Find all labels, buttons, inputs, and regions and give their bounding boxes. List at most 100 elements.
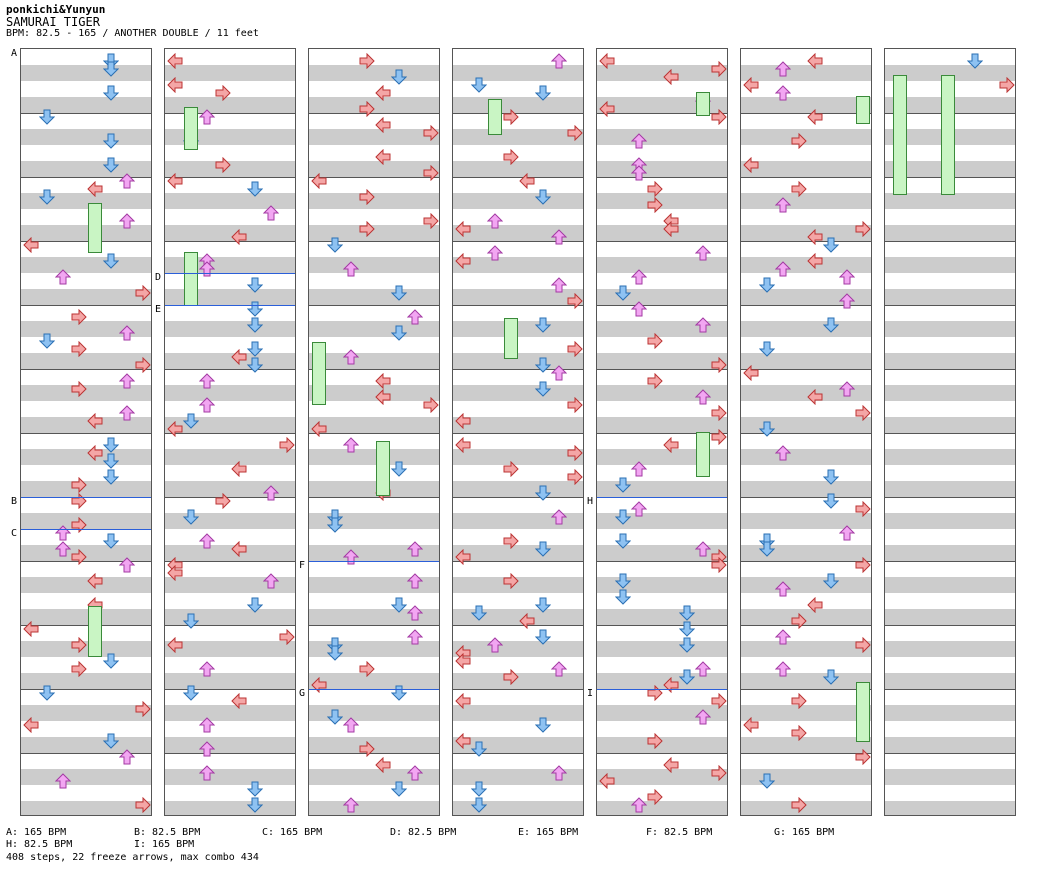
- measure-line: [453, 625, 583, 626]
- down-arrow-icon: [326, 709, 344, 725]
- right-arrow-icon: [359, 52, 375, 70]
- left-arrow-icon: [807, 228, 823, 246]
- up-arrow-icon: [406, 309, 424, 325]
- left-arrow-icon: [231, 692, 247, 710]
- down-arrow-icon: [534, 381, 552, 397]
- left-arrow-icon: [455, 652, 471, 670]
- left-arrow-icon: [743, 364, 759, 382]
- up-arrow-icon: [406, 605, 424, 621]
- bpm-change-line: [597, 689, 727, 690]
- left-arrow-icon: [455, 412, 471, 430]
- measure-line: [21, 177, 151, 178]
- down-arrow-icon: [534, 629, 552, 645]
- down-arrow-icon: [102, 61, 120, 77]
- measure-line: [453, 689, 583, 690]
- down-arrow-icon: [758, 421, 776, 437]
- chart-column-2: [164, 48, 296, 816]
- up-arrow-icon: [198, 261, 216, 277]
- left-arrow-icon: [23, 236, 39, 254]
- right-arrow-icon: [791, 692, 807, 710]
- down-arrow-icon: [246, 301, 264, 317]
- left-arrow-icon: [599, 100, 615, 118]
- up-arrow-icon: [838, 525, 856, 541]
- up-arrow-icon: [262, 573, 280, 589]
- legend-a: A: 165 BPM: [6, 827, 67, 838]
- down-arrow-icon: [966, 53, 984, 69]
- up-arrow-icon: [198, 533, 216, 549]
- right-arrow-icon: [855, 404, 871, 422]
- chart-column-6: [740, 48, 872, 816]
- up-arrow-icon: [550, 765, 568, 781]
- left-arrow-icon: [743, 716, 759, 734]
- right-arrow-icon: [711, 356, 727, 374]
- up-arrow-icon: [630, 301, 648, 317]
- down-arrow-icon: [678, 621, 696, 637]
- measure-line: [741, 625, 871, 626]
- left-arrow-icon: [807, 108, 823, 126]
- measure-line: [309, 113, 439, 114]
- down-arrow-icon: [534, 85, 552, 101]
- up-arrow-icon: [406, 541, 424, 557]
- measure-line: [741, 433, 871, 434]
- left-arrow-icon: [663, 676, 679, 694]
- up-arrow-icon: [550, 53, 568, 69]
- right-arrow-icon: [855, 636, 871, 654]
- right-arrow-icon: [791, 724, 807, 742]
- right-arrow-icon: [359, 660, 375, 678]
- bpm-change-line: [21, 529, 151, 530]
- bpm-marker-f: F: [299, 560, 306, 571]
- up-arrow-icon: [486, 637, 504, 653]
- left-arrow-icon: [663, 220, 679, 238]
- right-arrow-icon: [71, 548, 87, 566]
- up-arrow-icon: [198, 661, 216, 677]
- measure-line: [21, 369, 151, 370]
- legend-h: H: 82.5 BPM: [6, 839, 73, 850]
- down-arrow-icon: [246, 181, 264, 197]
- up-arrow-icon: [198, 717, 216, 733]
- down-arrow-icon: [822, 669, 840, 685]
- down-arrow-icon: [390, 597, 408, 613]
- left-arrow-icon: [87, 412, 103, 430]
- bpm-change-line: [309, 561, 439, 562]
- down-arrow-icon: [470, 797, 488, 813]
- down-arrow-icon: [758, 277, 776, 293]
- freeze-arrow: [184, 252, 198, 306]
- down-arrow-icon: [102, 653, 120, 669]
- measure-line: [165, 241, 295, 242]
- down-arrow-icon: [102, 157, 120, 173]
- up-arrow-icon: [838, 381, 856, 397]
- measure-line: [597, 433, 727, 434]
- down-arrow-icon: [758, 773, 776, 789]
- up-arrow-icon: [630, 133, 648, 149]
- measure-line: [597, 241, 727, 242]
- right-arrow-icon: [503, 108, 519, 126]
- right-arrow-icon: [855, 556, 871, 574]
- step-stats: 408 steps, 22 freeze arrows, max combo 4…: [6, 852, 259, 863]
- up-arrow-icon: [774, 661, 792, 677]
- measure-line: [597, 625, 727, 626]
- bpm-marker-i: I: [587, 688, 594, 699]
- up-arrow-icon: [342, 549, 360, 565]
- measure-line: [21, 625, 151, 626]
- down-arrow-icon: [758, 341, 776, 357]
- bpm-change-line: [309, 689, 439, 690]
- right-arrow-icon: [711, 428, 727, 446]
- down-arrow-icon: [534, 717, 552, 733]
- up-arrow-icon: [550, 661, 568, 677]
- up-arrow-icon: [342, 437, 360, 453]
- up-arrow-icon: [342, 797, 360, 813]
- up-arrow-icon: [198, 765, 216, 781]
- left-arrow-icon: [455, 252, 471, 270]
- left-arrow-icon: [231, 460, 247, 478]
- down-arrow-icon: [246, 781, 264, 797]
- down-arrow-icon: [182, 613, 200, 629]
- right-arrow-icon: [71, 340, 87, 358]
- left-arrow-icon: [807, 596, 823, 614]
- right-arrow-icon: [567, 124, 583, 142]
- freeze-arrow: [376, 441, 390, 496]
- measure-line: [453, 497, 583, 498]
- right-arrow-icon: [135, 356, 151, 374]
- measure-line: [453, 305, 583, 306]
- measure-line: [21, 561, 151, 562]
- left-arrow-icon: [663, 756, 679, 774]
